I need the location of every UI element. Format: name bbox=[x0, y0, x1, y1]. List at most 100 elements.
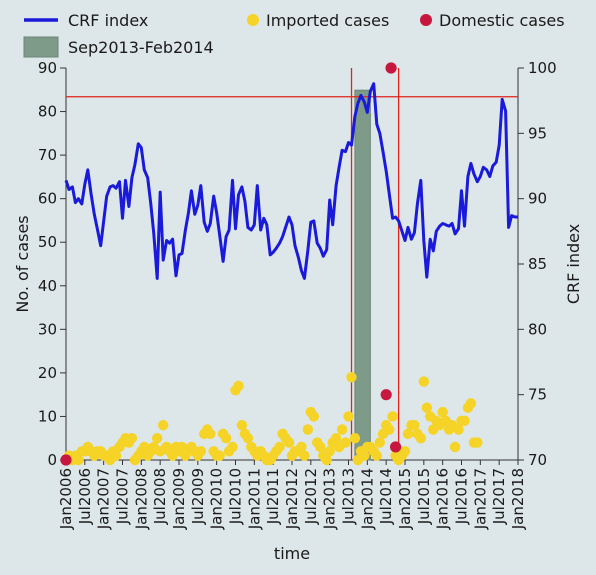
left-tick-label: 40 bbox=[38, 277, 57, 295]
x-tick-label: Jul2007 bbox=[114, 468, 132, 525]
imported-case-point bbox=[459, 415, 470, 426]
imported-case-point bbox=[296, 441, 307, 453]
imported-case-point bbox=[336, 424, 348, 435]
imported-case-point bbox=[274, 441, 285, 453]
left-tick-label: 30 bbox=[38, 320, 57, 338]
imported-case-point bbox=[227, 441, 238, 453]
crf-series bbox=[64, 82, 518, 280]
domestic-case-point bbox=[380, 389, 392, 401]
imported-case-point bbox=[437, 406, 448, 418]
x-tick-label: Jan2006 bbox=[57, 468, 75, 530]
x-tick-label: Jan2018 bbox=[509, 468, 527, 530]
left-tick-label: 60 bbox=[38, 190, 57, 208]
x-tick-label: Jan2007 bbox=[95, 468, 113, 530]
imported-case-point bbox=[449, 441, 461, 453]
left-axis-title: No. of cases bbox=[13, 215, 32, 312]
imported-case-point bbox=[302, 424, 314, 435]
imported-case-point bbox=[151, 433, 163, 444]
imported-case-point bbox=[283, 437, 295, 448]
x-tick-label: Jul2016 bbox=[453, 468, 471, 525]
imported-case-point bbox=[315, 441, 326, 453]
x-tick-label: Jul2012 bbox=[302, 468, 320, 525]
left-ticks: 0 10 20 30 40 50 60 70 80 90 bbox=[38, 59, 66, 469]
imported-case-point bbox=[321, 454, 332, 466]
imported-case-point bbox=[409, 419, 420, 431]
x-tick-label: Jan2011 bbox=[245, 468, 263, 530]
x-tick-label: Jan2010 bbox=[208, 468, 226, 530]
x-tick-label: Jul2015 bbox=[415, 468, 433, 525]
x-tick-label: Jul2017 bbox=[490, 468, 508, 525]
imported-case-point bbox=[421, 402, 433, 413]
x-tick-label: Jan2016 bbox=[434, 468, 452, 530]
x-tick-label: Jul2011 bbox=[264, 468, 282, 525]
imported-case-point bbox=[415, 433, 427, 444]
imported-case-point bbox=[465, 398, 477, 409]
imported-case-point bbox=[453, 424, 464, 435]
left-tick-label: 90 bbox=[38, 59, 57, 77]
imported-case-point bbox=[349, 433, 361, 444]
imported-case-point bbox=[220, 433, 232, 444]
imported-case-point bbox=[299, 450, 310, 461]
imported-case-point bbox=[330, 433, 342, 444]
right-tick-label: 80 bbox=[528, 320, 547, 338]
domestic-case-point bbox=[389, 441, 402, 453]
domestic-cases-series bbox=[60, 62, 402, 466]
imported-case-point bbox=[387, 411, 398, 422]
legend-crf-label: CRF index bbox=[68, 11, 148, 30]
x-tick-label: Jul2006 bbox=[76, 468, 94, 525]
x-tick-label: Jul2008 bbox=[151, 468, 169, 525]
imported-case-point bbox=[399, 446, 411, 457]
right-tick-label: 85 bbox=[528, 255, 547, 273]
x-tick-label: Jul2013 bbox=[340, 468, 358, 525]
x-tick-label: Jul2010 bbox=[227, 468, 245, 525]
legend-imported-label: Imported cases bbox=[266, 11, 389, 30]
imported-case-point bbox=[359, 450, 370, 461]
imported-case-point bbox=[371, 450, 382, 461]
imported-case-point bbox=[308, 411, 320, 422]
imported-case-point bbox=[214, 450, 225, 461]
left-tick-label: 50 bbox=[38, 233, 57, 251]
imported-case-point bbox=[343, 411, 354, 422]
right-tick-label: 70 bbox=[528, 451, 547, 469]
legend-imported-swatch bbox=[247, 14, 259, 26]
x-tick-label: Jan2015 bbox=[396, 468, 414, 530]
imported-case-point bbox=[346, 372, 357, 383]
left-tick-label: 70 bbox=[38, 146, 57, 164]
crf-line bbox=[64, 82, 518, 280]
imported-case-point bbox=[195, 446, 207, 457]
right-tick-label: 90 bbox=[528, 190, 547, 208]
right-tick-label: 95 bbox=[528, 124, 547, 142]
right-axis-title: CRF index bbox=[564, 224, 583, 304]
x-tick-label: Jan2014 bbox=[358, 468, 376, 530]
x-tick-label: Jul2014 bbox=[377, 468, 395, 525]
x-tick-label: Jan2012 bbox=[283, 468, 301, 530]
imported-case-point bbox=[205, 428, 216, 440]
x-tick-label: Jan2008 bbox=[132, 468, 150, 530]
imported-cases-series bbox=[60, 372, 483, 466]
left-tick-label: 80 bbox=[38, 103, 57, 121]
x-axis-title: time bbox=[274, 544, 310, 563]
shaded-period-bar bbox=[354, 89, 371, 461]
imported-case-point bbox=[374, 437, 385, 448]
domestic-case-point bbox=[60, 454, 72, 466]
right-tick-label: 100 bbox=[528, 59, 557, 77]
imported-case-point bbox=[418, 376, 430, 387]
legend-domestic-label: Domestic cases bbox=[439, 11, 565, 30]
x-tick-label: Jan2009 bbox=[170, 468, 188, 530]
imported-case-point bbox=[402, 428, 414, 440]
imported-case-point bbox=[233, 380, 244, 392]
legend-domestic-swatch bbox=[420, 14, 432, 26]
imported-case-point bbox=[126, 433, 138, 444]
left-tick-label: 20 bbox=[38, 364, 57, 382]
imported-case-point bbox=[73, 454, 84, 466]
x-tick-label: Jul2009 bbox=[189, 468, 207, 525]
right-tick-label: 75 bbox=[528, 386, 547, 404]
legend-period-swatch bbox=[23, 36, 59, 58]
shaded-period bbox=[354, 89, 371, 461]
imported-case-point bbox=[340, 437, 351, 448]
right-ticks: 70 75 80 85 90 95 100 bbox=[518, 59, 557, 469]
imported-case-point bbox=[242, 433, 254, 444]
